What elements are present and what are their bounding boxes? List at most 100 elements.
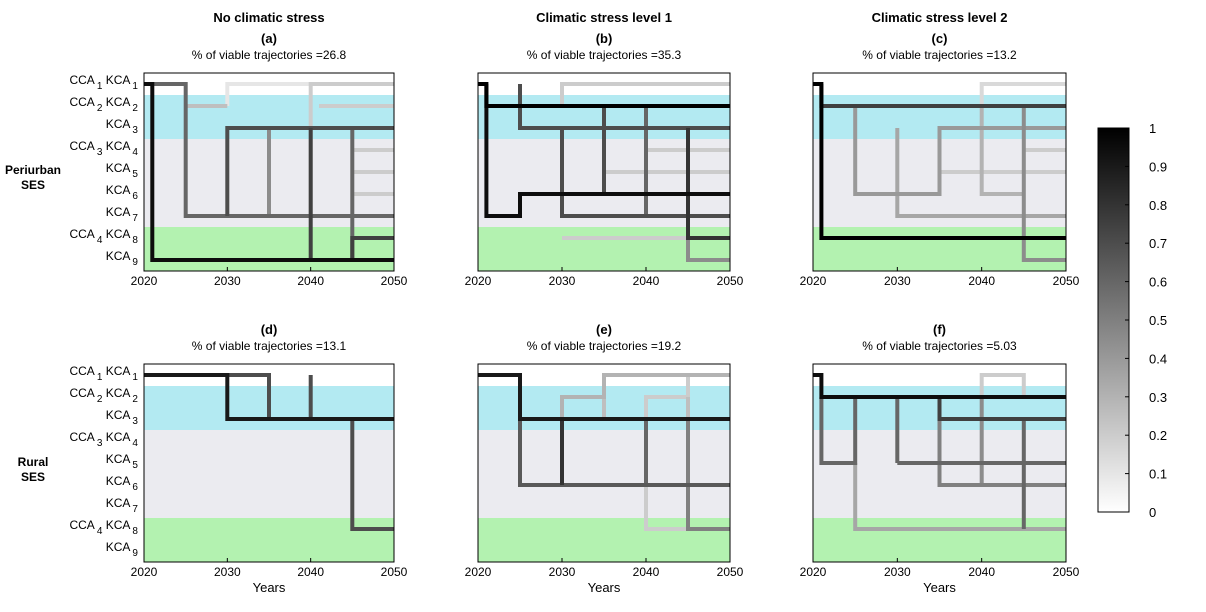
label-subscript: 1 [130,372,138,383]
label-text: CCA [69,73,94,87]
label-text: KCA [106,540,131,554]
trajectory-line [484,84,730,218]
colorbar-tick-label: 0.9 [1149,159,1167,174]
x-tick-label: 2030 [549,565,576,579]
label-text: KCA [106,95,131,109]
x-tick-label: 2030 [884,565,911,579]
label-subscript: 3 [130,416,138,427]
y-tick-label: KCA 9 [106,249,139,268]
x-tick-label: 2050 [1053,565,1080,579]
x-tick-label: 2040 [968,565,995,579]
x-axis-label: Years [923,580,956,595]
colorbar-tick-label: 0.6 [1149,275,1167,290]
column-title: No climatic stress [213,10,324,25]
state-band [813,518,1066,562]
chart-panel: (c) % of viable trajectories =13.2 2020 203… [800,31,1080,288]
label-subscript: 4 [95,526,103,537]
label-text: KCA [106,452,131,466]
y-tick-label: CCA 4 KCA 8 [69,227,138,246]
x-tick-label: 2050 [381,274,408,288]
label-subscript: 8 [130,526,138,537]
chart-panel: (d) % of viable trajectories =13.1 2020 203… [69,322,407,595]
x-tick-label: 2030 [884,274,911,288]
label-text: KCA [106,117,131,131]
plot-frame [477,363,731,563]
x-tick-label: 2020 [131,565,158,579]
label-subscript: 3 [95,147,103,158]
state-band [144,430,394,518]
plot-frame [812,72,1067,272]
panel-label: (b) [596,31,613,46]
panel-label: (c) [932,31,948,46]
y-tick-label: CCA 2 KCA 2 [69,386,138,405]
x-tick-label: 2050 [1053,274,1080,288]
x-tick-label: 2020 [465,565,492,579]
label-subscript: 9 [130,257,138,268]
y-tick-label: CCA 3 KCA 4 [69,139,138,158]
label-text: CCA [69,139,94,153]
x-tick-label: 2040 [297,274,324,288]
x-tick-label: 2040 [297,565,324,579]
colorbar-tick-label: 0.7 [1149,236,1167,251]
chart-panel: (e) % of viable trajectories =19.2 2020 203… [465,322,744,595]
state-band [813,73,1066,95]
colorbar-tick-label: 0.4 [1149,351,1167,366]
x-tick-label: 2040 [633,274,660,288]
x-tick-label: 2040 [968,274,995,288]
trajectory-line [144,82,394,262]
trajectory-line [1021,106,1066,262]
label-text: CCA [69,430,94,444]
plot-frame [812,363,1067,563]
x-tick-label: 2030 [214,274,241,288]
label-subscript: 1 [95,81,103,92]
label-subscript: 9 [130,548,138,559]
viable-trajectories-text: % of viable trajectories =35.3 [527,48,682,62]
y-tick-label: KCA 5 [106,161,139,180]
colorbar-tick-label: 1 [1149,121,1156,136]
label-subscript: 2 [95,103,103,114]
trajectory-line [560,128,730,218]
label-text: KCA [106,518,131,532]
plot-frame [143,72,395,272]
x-tick-label: 2050 [717,565,744,579]
trajectory-line [853,463,1066,531]
y-tick-label: KCA 6 [106,183,139,202]
state-band [478,518,730,562]
label-subscript: 1 [130,81,138,92]
label-subscript: 6 [130,482,138,493]
state-band [478,227,730,271]
trajectory-line [225,126,394,216]
colorbar-tick-label: 0.1 [1149,467,1167,482]
x-tick-label: 2020 [800,274,827,288]
trajectory-line [144,82,394,218]
label-text: KCA [106,364,131,378]
label-text: CCA [69,227,94,241]
trajectory-line [144,373,394,421]
label-text: KCA [106,227,131,241]
trajectory-line [819,395,900,465]
label-text: KCA [106,139,131,153]
y-tick-label: KCA 7 [106,496,139,515]
trajectory-line [813,373,1066,399]
state-band [813,364,1066,386]
trajectory-line [478,373,730,421]
label-text: CCA [69,364,94,378]
row-label: Periurban [5,163,61,177]
x-tick-label: 2030 [549,274,576,288]
label-subscript: 5 [130,169,138,180]
y-tick-label: CCA 3 KCA 4 [69,430,138,449]
label-subscript: 2 [130,103,138,114]
label-text: KCA [106,249,131,263]
y-tick-label: CCA 4 KCA 8 [69,518,138,537]
trajectory-line [853,106,1066,196]
label-text: KCA [106,73,131,87]
label-text: KCA [106,496,131,510]
y-tick-label: KCA 3 [106,117,139,136]
chart-panel: (b) % of viable trajectories =35.3 2020 203… [465,31,744,288]
column-title: Climatic stress level 2 [872,10,1008,25]
chart-panel: (a) % of viable trajectories =26.8 2020 203… [69,31,407,288]
colorbar-tick-label: 0.5 [1149,313,1167,328]
panel-label: (f) [933,322,946,337]
y-tick-label: KCA 7 [106,205,139,224]
row-label: Rural [18,455,49,469]
